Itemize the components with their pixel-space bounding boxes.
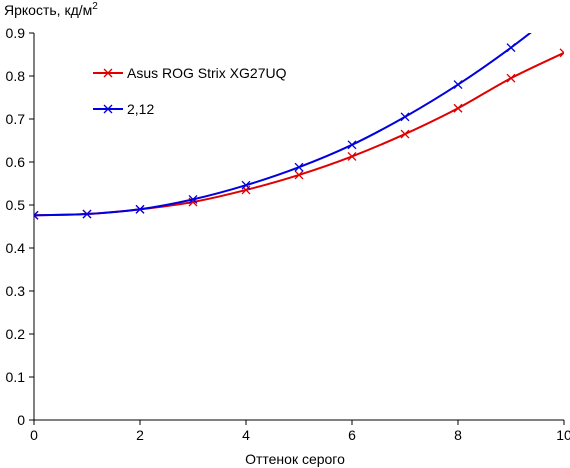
y-tick-label: 0.6 [6, 154, 26, 170]
series-0 [34, 48, 564, 220]
y-tick-label: 0.5 [6, 197, 26, 213]
data-point [453, 80, 463, 90]
data-point [294, 162, 304, 172]
series-line [34, 33, 532, 217]
x-axis-title: Оттенок серого [245, 451, 345, 467]
data-point [34, 210, 39, 220]
data-point [506, 73, 516, 83]
y-axis-ticks: 0 0.1 0.2 0.3 0.4 0.5 0.6 0.7 0.8 0.9 [6, 25, 34, 428]
data-point [559, 48, 564, 58]
x-tick-label: 10 [556, 427, 570, 443]
x-tick-label: 8 [454, 427, 462, 443]
y-tick-label: 0.3 [6, 283, 26, 299]
series-layer [34, 2, 568, 220]
y-axis-title: Яркость, кд/м2 [4, 1, 98, 18]
data-point [400, 112, 410, 122]
data-point [241, 180, 251, 190]
y-tick-label: 0.1 [6, 369, 26, 385]
x-axis-ticks: 0 2 4 6 8 10 [30, 420, 570, 443]
data-point [400, 129, 410, 139]
y-axis-title-text: Яркость, кд/м [4, 2, 92, 18]
series-1 [34, 2, 568, 220]
x-tick-label: 4 [242, 427, 250, 443]
y-tick-label: 0.2 [6, 326, 26, 342]
x-tick-label: 0 [30, 427, 38, 443]
y-tick-label: 0.4 [6, 240, 26, 256]
legend: Asus ROG Strix XG27UQ 2,12 [93, 65, 287, 117]
data-point [347, 151, 357, 161]
y-tick-label: 0.7 [6, 111, 26, 127]
data-point [294, 170, 304, 180]
legend-label: Asus ROG Strix XG27UQ [127, 65, 287, 81]
data-point [135, 204, 145, 214]
data-point [347, 140, 357, 150]
series-line [34, 51, 564, 217]
legend-marker [103, 68, 113, 78]
data-point [453, 103, 463, 113]
y-axis-title-superscript: 2 [92, 1, 98, 12]
legend-marker [103, 104, 113, 114]
y-tick-label: 0.8 [6, 68, 26, 84]
data-point [560, 2, 568, 10]
y-tick-label: 0.9 [6, 25, 26, 41]
y-tick-label: 0 [17, 412, 25, 428]
legend-item: Asus ROG Strix XG27UQ [93, 65, 287, 81]
legend-item: 2,12 [93, 101, 154, 117]
data-point [506, 43, 516, 53]
legend-label: 2,12 [127, 101, 154, 117]
x-tick-label: 2 [136, 427, 144, 443]
data-point [82, 209, 92, 219]
x-tick-label: 6 [348, 427, 356, 443]
data-point [188, 194, 198, 204]
